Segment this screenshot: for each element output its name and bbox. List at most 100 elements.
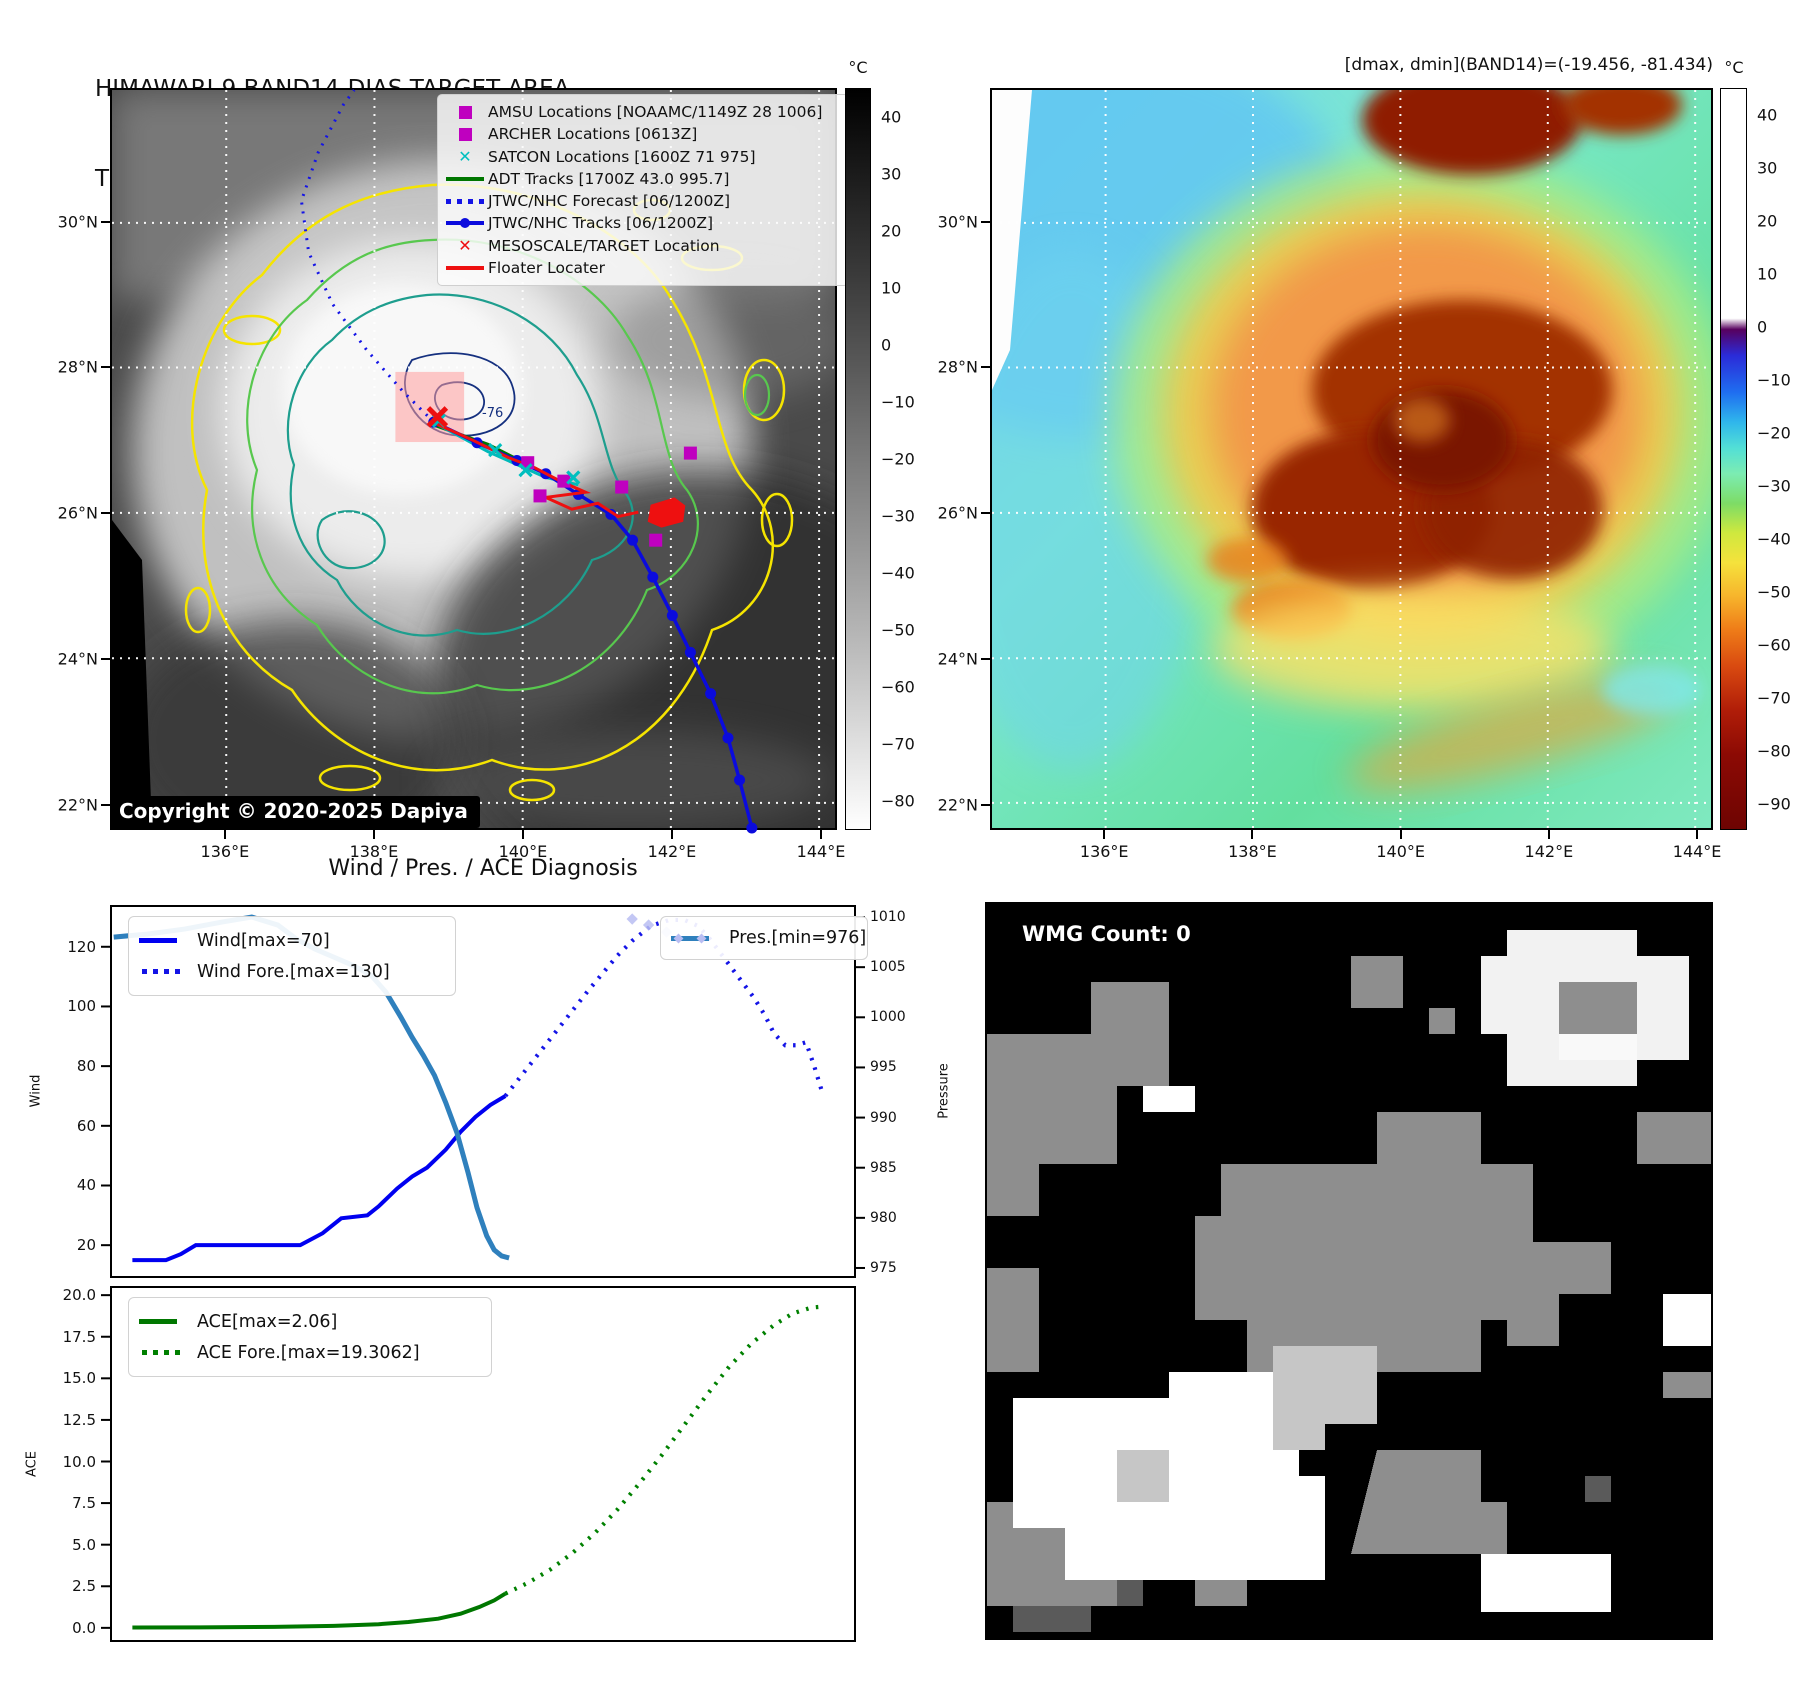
right-map-lat-tickmark bbox=[981, 803, 990, 806]
band14-colorbar-tick: 30 bbox=[881, 164, 902, 184]
right-map-lon-tick: 144°E bbox=[1672, 842, 1722, 861]
ace-max-2-06--line bbox=[132, 1591, 507, 1630]
line-dot-legend-key-icon bbox=[442, 218, 488, 229]
right-map-lat-tickmark bbox=[981, 512, 990, 515]
jtwc-track-point bbox=[746, 822, 758, 834]
awv-colorbar-tick: −80 bbox=[1757, 741, 1791, 760]
band14-map-overlay bbox=[112, 89, 835, 834]
ace-axis-label: ACE bbox=[24, 1451, 40, 1477]
wind-pres-chart-ytick: 60 bbox=[76, 1116, 96, 1135]
right-map-lon-tick: 140°E bbox=[1376, 842, 1425, 861]
ace-chart-ytick: 17.5 bbox=[62, 1327, 96, 1346]
line-legend-key-icon bbox=[442, 176, 488, 182]
awv-satellite-map[interactable] bbox=[990, 88, 1713, 830]
band14-colorbar-tick: 20 bbox=[881, 221, 902, 241]
contour-value-label: -76 bbox=[482, 406, 503, 421]
awv-colorbar-tick: 40 bbox=[1757, 105, 1778, 124]
left-map-lon-tickmark bbox=[521, 830, 524, 839]
left-map-lat-tick: 22°N bbox=[57, 795, 98, 815]
map-legend-label: ARCHER Locations [0613Z] bbox=[488, 125, 698, 144]
mesoscale-target-marker bbox=[426, 406, 449, 428]
right-map-lon-tick: 138°E bbox=[1228, 842, 1277, 861]
wind-pres-chart-righttick: 985 bbox=[870, 1159, 897, 1176]
right-map-lon-tickmark bbox=[1547, 830, 1550, 839]
band14-colorbar-tick: 40 bbox=[881, 107, 902, 127]
wind-axis-label: Wind bbox=[28, 1074, 44, 1108]
solid-legend-key-icon bbox=[139, 1319, 197, 1324]
right-map-lat-tick: 26°N bbox=[937, 503, 978, 523]
ace-chart-ytick: 0.0 bbox=[72, 1618, 96, 1637]
ace-fore-max-19-3062--line bbox=[504, 1304, 823, 1596]
awv-colorbar-tick: 20 bbox=[1757, 211, 1778, 230]
floater-track-line bbox=[435, 422, 639, 519]
band14-colorbar-tick: −80 bbox=[881, 791, 915, 811]
left-map-lon-tickmark bbox=[223, 830, 226, 839]
wind-max-70--line bbox=[132, 1094, 507, 1263]
chart-legend-item: Pres.[min=976] bbox=[671, 925, 866, 951]
jtwc-track-point bbox=[666, 609, 678, 621]
ir-contour-green bbox=[246, 238, 771, 695]
band14-colorbar-tick: −20 bbox=[881, 449, 915, 469]
awv-colorbar-tick: −30 bbox=[1757, 476, 1791, 495]
left-map-lat-tick: 26°N bbox=[57, 503, 98, 523]
wmg-panel[interactable] bbox=[985, 902, 1713, 1640]
map-legend-item: JTWC/NHC Tracks [06/1200Z] bbox=[442, 213, 838, 233]
wind-pres-chart-righttick: 980 bbox=[870, 1209, 897, 1226]
band14-colorbar-tick: −60 bbox=[881, 677, 915, 697]
ace-chart-ytick: 5.0 bbox=[72, 1535, 96, 1554]
amsu-location-marker bbox=[649, 533, 663, 547]
square-legend-key-icon bbox=[442, 105, 488, 119]
right-map-lat-tickmark bbox=[981, 220, 990, 223]
left-map-lon-tick: 138°E bbox=[349, 842, 399, 861]
right-map-lat-tick: 28°N bbox=[937, 357, 978, 377]
amsu-location-marker bbox=[683, 446, 697, 460]
map-legend-label: SATCON Locations [1600Z 71 975] bbox=[488, 147, 756, 166]
right-map-lon-tick: 142°E bbox=[1524, 842, 1574, 861]
wind-pres-chart-ytick: 40 bbox=[76, 1176, 96, 1195]
left-map-lon-tickmark bbox=[670, 830, 673, 839]
wind-pres-chart-righttick: 1010 bbox=[870, 909, 906, 926]
wind-pres-chart-righttick: 1000 bbox=[870, 1009, 906, 1026]
left-map-lon-tickmark bbox=[372, 830, 375, 839]
chart-legend-label: ACE Fore.[max=19.3062] bbox=[197, 1342, 420, 1363]
wind-pres-chart-ytick: 120 bbox=[67, 937, 96, 956]
x-legend-key-icon: ✕ bbox=[458, 236, 472, 256]
wind-pressure-plot bbox=[101, 905, 865, 1278]
left-map-lat-tickmark bbox=[101, 512, 110, 515]
wind-fore-max-130--line bbox=[503, 917, 825, 1098]
diagnosis-chart-title: Wind / Pres. / ACE Diagnosis bbox=[328, 856, 638, 881]
left-map-lon-tick: 144°E bbox=[796, 842, 846, 861]
amsu-location-marker bbox=[615, 480, 629, 494]
band14-colorbar-tick: −40 bbox=[881, 563, 915, 583]
awv-colorbar-tick: −40 bbox=[1757, 529, 1791, 548]
dotted-legend-key-icon bbox=[442, 198, 488, 204]
right-map-lat-tick: 24°N bbox=[937, 649, 978, 669]
copyright-label: Copyright © 2020-2025 Dapiya bbox=[111, 796, 480, 828]
ace-chart-ytick: 15.0 bbox=[62, 1369, 96, 1388]
pressure-axis-label: Pressure bbox=[936, 1063, 952, 1119]
map-legend-item: ✕ SATCON Locations [1600Z 71 975] bbox=[442, 147, 838, 167]
left-map-lat-tickmark bbox=[101, 658, 110, 661]
jtwc-track-point bbox=[627, 534, 639, 546]
chart-legend-label: Pres.[min=976] bbox=[729, 928, 867, 948]
map-legend-item: ARCHER Locations [0613Z] bbox=[442, 124, 838, 144]
satcon-location-marker bbox=[518, 462, 533, 478]
dmax-dmin-band14: [dmax, dmin](BAND14)=(-19.456, -81.434) bbox=[1344, 55, 1713, 75]
awv-colorbar-tick: −60 bbox=[1757, 635, 1791, 654]
awv-colorbar-tick: 0 bbox=[1757, 317, 1768, 336]
wind-pres-chart-ytick: 80 bbox=[76, 1057, 96, 1076]
wind-legend: Wind[max=70] Wind Fore.[max=130] bbox=[128, 916, 456, 996]
map-legend-item: ✕ MESOSCALE/TARGET Location bbox=[442, 236, 838, 256]
band14-colorbar-tick: −50 bbox=[881, 620, 915, 640]
right-colorbar-unit: °C bbox=[1724, 58, 1744, 77]
jtwc-track-point bbox=[684, 646, 696, 658]
map-legend-item: JTWC/NHC Forecast [06/1200Z] bbox=[442, 191, 838, 211]
right-map-lat-tick: 30°N bbox=[937, 212, 978, 232]
chart-legend-item: Wind[max=70] bbox=[139, 927, 439, 954]
ace-chart-ytick: 2.5 bbox=[72, 1577, 96, 1596]
jtwc-track-point bbox=[722, 732, 734, 744]
left-map-lon-tick: 140°E bbox=[498, 842, 548, 861]
ace-chart-ytick: 10.0 bbox=[62, 1452, 96, 1471]
band14-colorbar bbox=[845, 88, 871, 830]
